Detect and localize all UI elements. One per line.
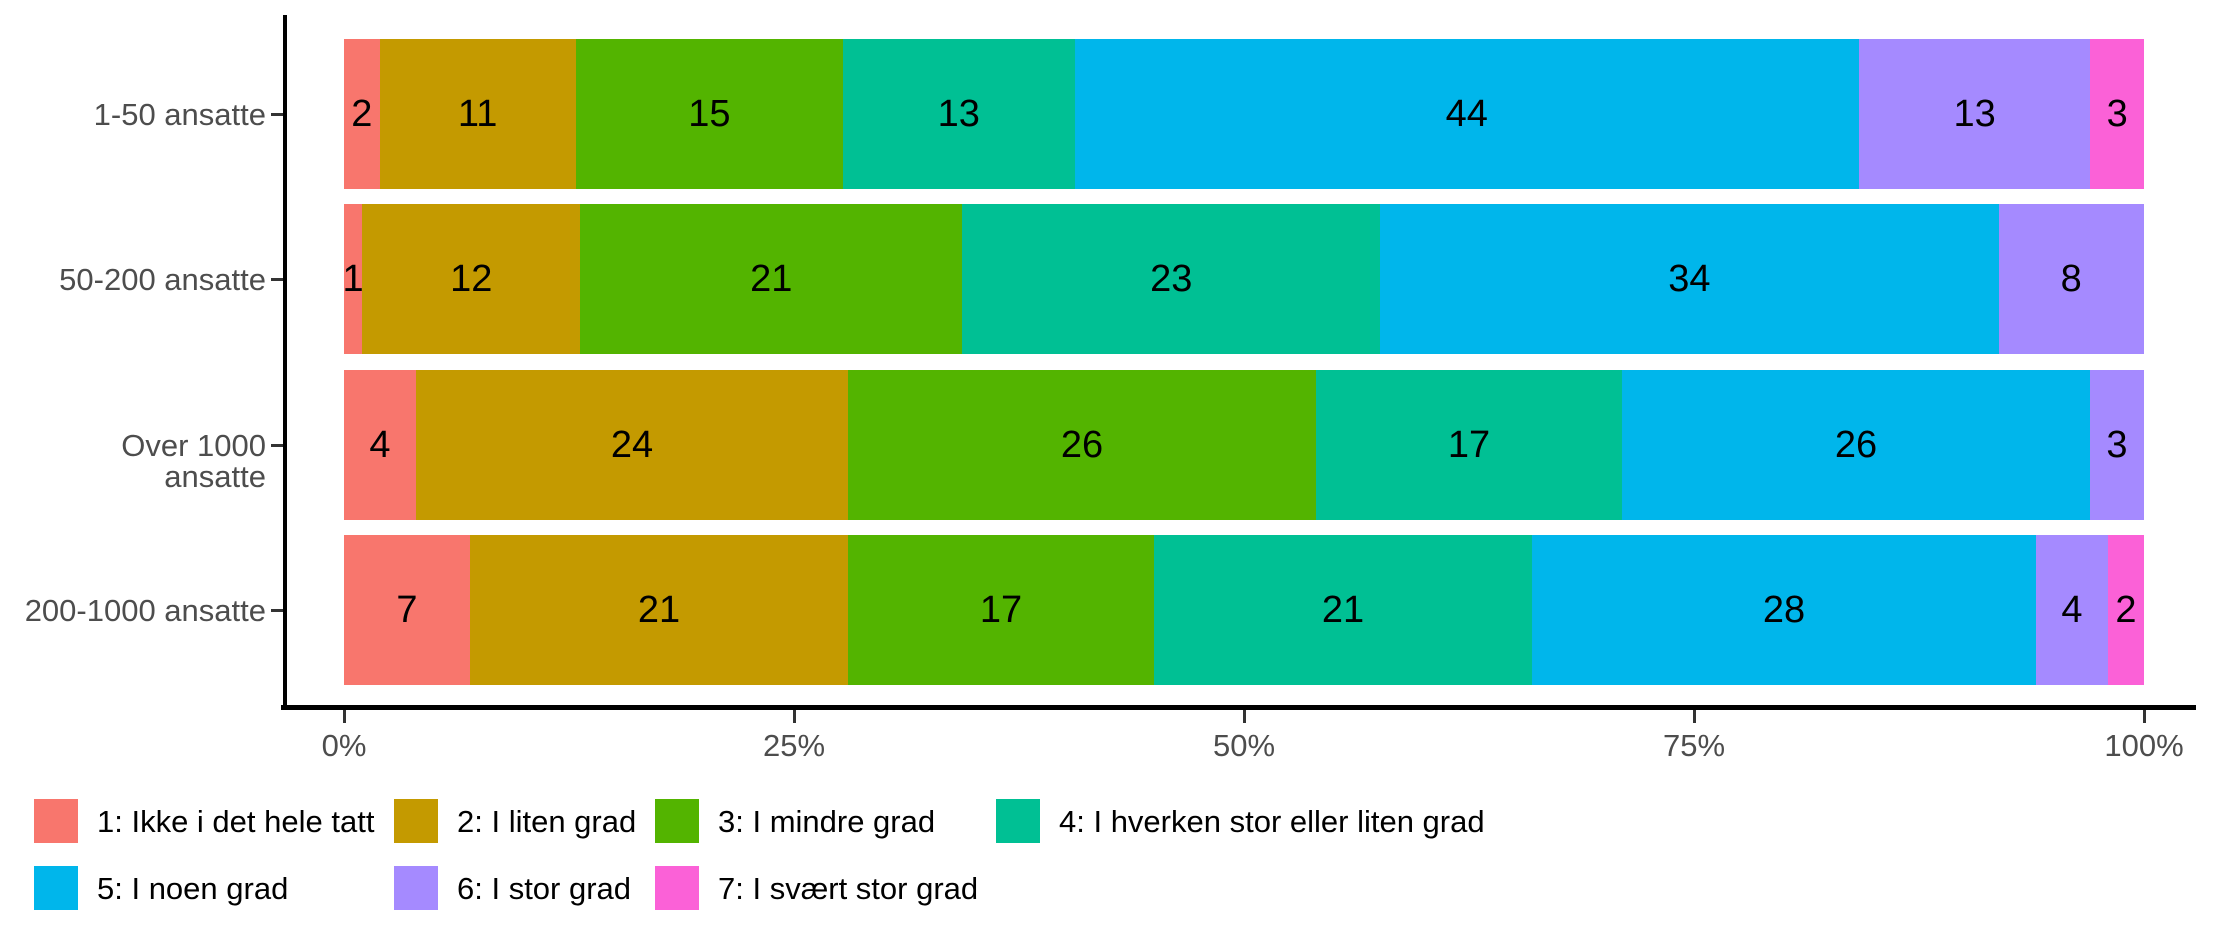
legend-label: 5: I noen grad [97,871,289,906]
x-tick [792,710,796,723]
bar-segment: 15 [575,39,843,189]
x-tick-label: 100% [2104,728,2184,763]
bar-segment: 17 [848,534,1154,685]
bar-segment-label: 17 [1447,423,1491,466]
y-axis-label: Over 1000 ansatte [121,427,266,494]
bar-segment-label: 21 [637,588,681,631]
bar-segment: 26 [1622,369,2090,520]
legend-label: 1: Ikke i det hele tatt [97,804,375,839]
bar-segment: 23 [962,204,1381,355]
bar-segment-label: 7 [396,588,418,631]
bar-segment-label: 11 [457,93,498,135]
bar-segment-label: 17 [979,588,1023,631]
bar-segment-label: 26 [1834,423,1878,466]
legend-label: 6: I stor grad [457,871,632,906]
bar-segment-label: 23 [1150,258,1193,301]
legend-label: 3: I mindre grad [718,804,936,839]
bar-segment: 4 [344,369,416,520]
legend-swatch [655,799,699,843]
bar-segment-label: 2 [2115,588,2137,631]
legend-swatch [394,799,438,843]
bar-segment-label: 24 [610,423,654,466]
legend-label: 2: I liten grad [457,804,637,839]
x-axis-line [281,705,2196,710]
bar-segment: 2 [344,39,380,189]
bar-segment: 21 [580,204,963,355]
bar-row: 1 12 21 23 34 8 [342,204,2144,355]
x-tick-label: 50% [1212,728,1276,763]
y-tick [271,113,283,116]
bar-segment: 7 [344,534,470,685]
bar-row: 2 11 15 13 44 13 3 [344,39,2144,189]
bar-segment-label: 3 [2106,93,2128,135]
bar-segment: 13 [1858,39,2091,189]
x-tick [342,710,346,723]
x-tick [1692,710,1696,723]
legend-swatch [34,799,78,843]
bar-segment: 34 [1380,204,1999,355]
legend-swatch [34,866,78,910]
bar-segment-label: 12 [450,258,493,301]
bar-segment: 1 [342,204,364,355]
bar-row: 4 24 26 17 26 3 [344,369,2144,520]
bar-segment-label: 13 [937,93,980,135]
bar-segment: 21 [1154,534,1532,685]
x-tick [1242,710,1246,723]
bar-segment-label: 1 [342,258,364,301]
bar-segment: 13 [842,39,1075,189]
bar-segment-label: 28 [1762,588,1806,631]
y-axis-label: 200-1000 ansatte [24,592,266,628]
legend-swatch [655,866,699,910]
bar-segment: 12 [362,204,581,355]
legend-label: 7: I svært stor grad [718,871,979,906]
y-axis-line [283,15,287,710]
x-tick-label: 0% [321,728,367,763]
y-tick [271,608,283,612]
bar-segment: 4 [2036,534,2108,685]
bar-segment: 21 [470,534,848,685]
legend-swatch [394,866,438,910]
bar-segment: 24 [416,369,848,520]
y-axis-label: 50-200 ansatte [59,262,266,298]
bar-segment: 28 [1532,534,2036,685]
bar-segment: 8 [1998,204,2144,355]
bar-segment-label: 34 [1668,258,1711,301]
bar-segment-label: 3 [2106,423,2128,466]
bar-segment-label: 15 [688,93,731,135]
bar-segment: 26 [848,369,1316,520]
bar-segment: 11 [379,39,576,189]
bar-segment: 17 [1316,369,1622,520]
y-axis-label: 1-50 ansatte [93,97,266,132]
bar-segment: 44 [1074,39,1859,189]
bar-segment-label: 4 [369,423,391,466]
bar-segment-label: 13 [1953,93,1996,135]
bar-segment: 2 [2108,534,2144,685]
x-tick-label: 25% [762,728,826,763]
bar-segment-label: 44 [1445,93,1488,135]
legend-label: 4: I hverken stor eller liten grad [1059,804,1485,839]
y-tick [271,443,283,447]
bar-segment-label: 4 [2061,588,2083,631]
bar-segment-label: 21 [1321,588,1365,631]
legend-swatch [996,799,1040,843]
bar-segment-label: 21 [750,258,793,301]
x-tick-label: 75% [1662,728,1726,763]
x-tick [2142,710,2146,723]
bar-segment-label: 26 [1060,423,1104,466]
bar-segment-label: 2 [351,93,373,135]
bar-segment-label: 8 [2060,258,2082,301]
bar-segment: 3 [2090,369,2144,520]
y-tick [271,278,283,282]
bar-segment: 3 [2090,39,2144,189]
bar-row: 7 21 17 21 28 4 2 [344,534,2144,685]
